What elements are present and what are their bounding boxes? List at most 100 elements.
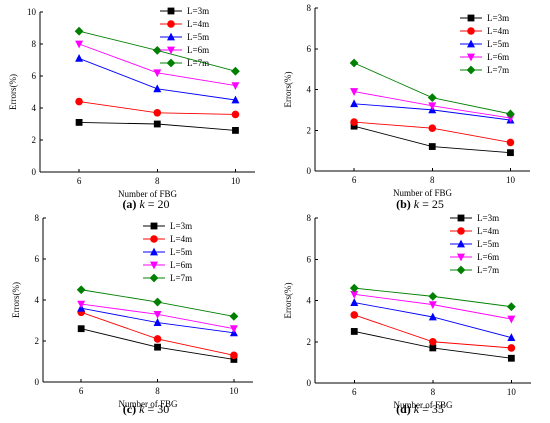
legend-entry: L=4m xyxy=(477,226,499,236)
data-point xyxy=(153,335,162,343)
y-tick-label: 4 xyxy=(35,295,40,305)
data-point xyxy=(349,283,359,293)
legend: L=3m L=4m L=5m L=6m L=7m xyxy=(160,6,209,68)
data-point xyxy=(230,356,238,363)
data-point xyxy=(350,99,359,108)
series-l-6m xyxy=(350,290,516,324)
legend-entry: L=6m xyxy=(187,45,209,55)
y-tick-label: 6 xyxy=(32,71,37,81)
data-point xyxy=(506,109,515,119)
y-tick-label: 10 xyxy=(27,7,37,17)
data-point xyxy=(77,300,86,309)
legend-marker xyxy=(457,239,465,248)
y-tick-label: 2 xyxy=(307,125,312,135)
legend-entry: L=4m xyxy=(170,234,192,244)
legend-marker xyxy=(467,27,475,35)
legend-entry: L=7m xyxy=(170,273,192,283)
data-point xyxy=(506,114,515,123)
panel-caption: (c) k = 30 xyxy=(123,402,169,416)
x-axis-label: Number of FBG xyxy=(393,188,452,198)
data-point xyxy=(350,290,359,299)
data-point xyxy=(231,82,240,90)
data-point xyxy=(153,69,162,78)
series-l-7m xyxy=(349,283,516,312)
legend-entry: L=5m xyxy=(477,239,499,249)
data-point xyxy=(428,102,437,111)
x-tick-label: 6 xyxy=(79,386,84,396)
data-point xyxy=(350,118,358,126)
data-point xyxy=(153,318,162,326)
legend-marker xyxy=(467,39,475,48)
y-tick-label: 4 xyxy=(307,85,312,95)
y-tick-label: 0 xyxy=(35,377,40,387)
data-point xyxy=(350,311,359,319)
legend-entry: L=6m xyxy=(477,252,499,262)
data-point xyxy=(428,291,438,301)
data-point xyxy=(75,119,83,126)
y-tick-label: 0 xyxy=(307,378,312,388)
series-l-6m xyxy=(77,300,238,334)
data-point xyxy=(428,312,437,321)
series-l-6m xyxy=(350,88,515,123)
data-point xyxy=(350,122,358,130)
legend-entry: L=3m xyxy=(170,221,192,231)
legend-marker xyxy=(166,58,176,68)
panel-caption: (b) k = 25 xyxy=(396,197,444,211)
y-tick-label: 4 xyxy=(307,296,312,306)
y-axis-label: Errors(%) xyxy=(8,74,18,110)
data-point xyxy=(231,110,240,119)
series-l-5m xyxy=(77,303,238,337)
data-point xyxy=(229,325,238,334)
data-point xyxy=(75,54,84,62)
series-l-4m xyxy=(350,118,515,147)
series-l-4m xyxy=(75,97,240,119)
y-axis-label: Errors(%) xyxy=(283,283,293,319)
legend-marker xyxy=(457,253,465,262)
legend-entry: L=3m xyxy=(487,13,509,23)
x-axis-label: Number of FBG xyxy=(118,189,177,199)
data-point xyxy=(153,310,162,319)
data-point xyxy=(507,333,516,342)
legend-entry: L=6m xyxy=(487,52,509,62)
data-point xyxy=(75,97,83,106)
x-axis-label: Number of FBG xyxy=(394,400,453,410)
y-tick-label: 8 xyxy=(32,39,37,49)
y-tick-label: 6 xyxy=(307,44,312,54)
data-point xyxy=(77,325,85,333)
data-point xyxy=(350,88,359,96)
legend-marker xyxy=(167,46,175,55)
legend-entry: L=4m xyxy=(187,19,209,29)
y-axis-label: Errors(%) xyxy=(11,282,21,318)
series-l-7m xyxy=(349,58,515,119)
legend-marker xyxy=(457,227,465,235)
data-point xyxy=(229,312,239,321)
data-point xyxy=(349,58,359,68)
legend-marker xyxy=(150,247,158,256)
data-point xyxy=(350,298,359,306)
series-l-5m xyxy=(350,298,516,342)
legend-marker xyxy=(467,53,475,62)
legend-entry: L=3m xyxy=(477,213,499,223)
x-tick-label: 6 xyxy=(352,387,357,397)
x-tick-label: 10 xyxy=(229,386,239,396)
y-tick-label: 6 xyxy=(307,254,312,264)
data-point xyxy=(231,95,240,104)
series-l-4m xyxy=(350,311,516,352)
legend-entry: L=5m xyxy=(487,39,509,49)
data-point xyxy=(429,344,437,352)
y-tick-label: 2 xyxy=(32,135,37,145)
data-point xyxy=(428,301,437,310)
data-point xyxy=(75,40,84,49)
legend-entry: L=7m xyxy=(487,65,509,75)
y-tick-label: 0 xyxy=(32,167,37,177)
legend-entry: L=5m xyxy=(187,32,209,42)
data-point xyxy=(428,143,436,150)
data-point xyxy=(507,315,516,324)
data-point xyxy=(231,66,240,76)
chart-panel-1: 0 2 4 6 8 10 6 8 10 Number of FBG Errors(%) L=3m L=4… xyxy=(8,6,255,211)
data-point xyxy=(153,120,161,128)
legend: L=3m L=4m L=5m L=6m L=7m xyxy=(460,13,509,75)
data-point xyxy=(429,337,437,346)
